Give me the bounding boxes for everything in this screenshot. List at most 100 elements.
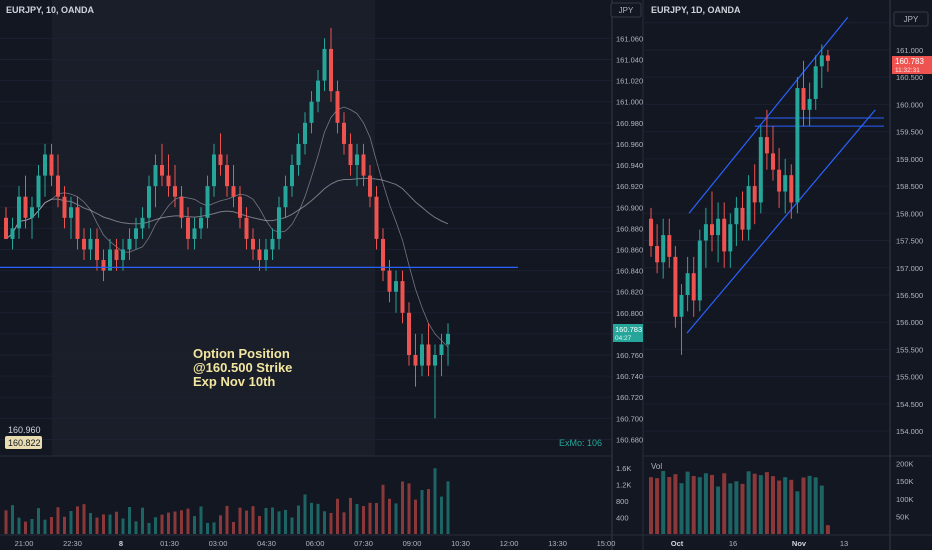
left-volume-axis: 1.6K 1.2K 800 400 — [616, 464, 631, 522]
right-time-axis[interactable]: Oct 16 Nov 13 — [671, 539, 848, 548]
right-candle-body — [795, 88, 800, 203]
left-currency-box[interactable] — [610, 2, 642, 18]
left-candle-body — [355, 154, 359, 166]
right-candle-body — [685, 273, 690, 295]
left-currency-label: JPY — [619, 6, 634, 15]
left-candle-body — [394, 281, 398, 292]
right-candle-body — [807, 98, 812, 110]
right-volume-bar — [673, 474, 678, 534]
right-volume-bar — [758, 475, 763, 534]
right-candle-body — [716, 218, 721, 236]
left-grid — [0, 37, 612, 440]
annotation-line-2[interactable]: @160.500 Strike — [193, 360, 292, 375]
left-volume-bar — [160, 514, 164, 534]
left-candle-body — [335, 91, 340, 123]
left-volume-bar — [206, 522, 209, 534]
left-candle-body — [4, 217, 8, 239]
right-volume-bar — [789, 479, 794, 534]
left-volume-bar — [95, 517, 99, 534]
left-volume-bar — [219, 515, 222, 534]
left-volume-bar — [225, 505, 229, 534]
right-volume-bar — [716, 486, 721, 534]
left-ma-slow — [5, 177, 449, 240]
left-time-tick: 06:00 — [306, 539, 325, 548]
left-time-tick: 8 — [119, 539, 123, 548]
left-time-tick: 22:30 — [63, 539, 82, 548]
left-candle-body — [270, 238, 275, 250]
left-volume-bar — [186, 508, 190, 534]
left-candle-body — [134, 228, 138, 239]
left-candle-body — [322, 48, 327, 81]
right-currency-box[interactable] — [893, 11, 929, 27]
annotation-line-3[interactable]: Exp Nov 10th — [193, 374, 275, 389]
left-price-tick: 160.960 — [616, 140, 643, 149]
right-time-tick: Oct — [671, 539, 684, 548]
left-price-tick: 160.820 — [616, 288, 643, 297]
right-volume-bar — [734, 481, 739, 534]
left-candle-body — [82, 238, 86, 250]
right-price-tick: 156.000 — [896, 318, 923, 327]
left-time-tick: 21:00 — [15, 539, 34, 548]
right-candle-body — [728, 224, 733, 252]
right-volume-bar — [661, 470, 666, 534]
right-time-tick: Nov — [792, 539, 807, 548]
right-price-tick: 154.000 — [896, 427, 923, 436]
right-currency-label: JPY — [904, 15, 919, 24]
right-volume-bar — [655, 478, 660, 534]
left-candle-body — [147, 186, 151, 218]
right-price-tick: 159.500 — [896, 128, 923, 137]
left-volume-bar — [147, 522, 151, 534]
left-volume-bar — [284, 509, 287, 534]
right-candle-body — [771, 153, 775, 170]
right-volume-bar — [691, 476, 696, 534]
left-volume-bar — [232, 521, 235, 534]
right-candle-body — [752, 186, 757, 203]
right-candle-body — [758, 137, 763, 203]
left-volume-bar — [76, 506, 79, 534]
left-price-tick: 160.880 — [616, 224, 643, 233]
left-candle-body — [75, 207, 80, 239]
right-price-tick: 159.000 — [896, 155, 923, 164]
right-price-tick: 156.500 — [896, 291, 923, 300]
left-candle-body — [290, 165, 294, 187]
right-volume-tick: 50K — [896, 512, 909, 521]
right-price-tick: 160.000 — [896, 100, 923, 109]
left-candle-body — [407, 312, 411, 356]
left-price-tick: 160.760 — [616, 351, 643, 360]
left-candle-body — [88, 238, 93, 250]
left-volume-bar — [154, 517, 157, 534]
right-volume-bar — [801, 477, 806, 534]
right-volume-tick: 150K — [896, 477, 914, 486]
right-volume-bar — [795, 491, 800, 534]
left-candle-body — [439, 344, 444, 356]
left-volume-bar — [50, 516, 53, 534]
left-candle-body — [303, 122, 307, 144]
right-volume-bar — [649, 477, 653, 534]
left-candle-body — [368, 175, 372, 197]
right-candles[interactable] — [649, 44, 830, 355]
left-candle-body — [114, 249, 119, 261]
left-price-tick: 160.940 — [616, 161, 643, 170]
left-candle-body — [446, 333, 450, 345]
right-price-tick: 161.000 — [896, 46, 923, 55]
right-volume-bar — [685, 471, 690, 534]
left-volume-bar — [11, 505, 14, 534]
left-candle-body — [264, 249, 268, 261]
right-candle-body — [691, 273, 696, 301]
left-candle-body — [101, 260, 106, 271]
right-price-tick: 155.000 — [896, 373, 923, 382]
right-candle-body — [783, 175, 788, 192]
left-candles[interactable] — [4, 27, 450, 419]
left-candle-body — [23, 196, 28, 218]
left-volume-bar — [258, 516, 261, 534]
left-time-tick: 15:00 — [597, 539, 616, 548]
left-volume-bar — [199, 506, 203, 534]
left-candle-body — [95, 238, 99, 261]
left-time-axis[interactable]: 21:00 22:30 8 01:30 03:00 04:30 06:00 07:30 09:0… — [15, 539, 616, 548]
right-volume-bars — [649, 470, 830, 534]
left-volume-bar — [63, 516, 66, 534]
annotation-line-1[interactable]: Option Position — [193, 346, 290, 361]
left-candle-body — [17, 196, 21, 229]
left-tag-bottom-box — [5, 436, 42, 449]
left-price-tag-sub: 04:27 — [615, 335, 632, 342]
